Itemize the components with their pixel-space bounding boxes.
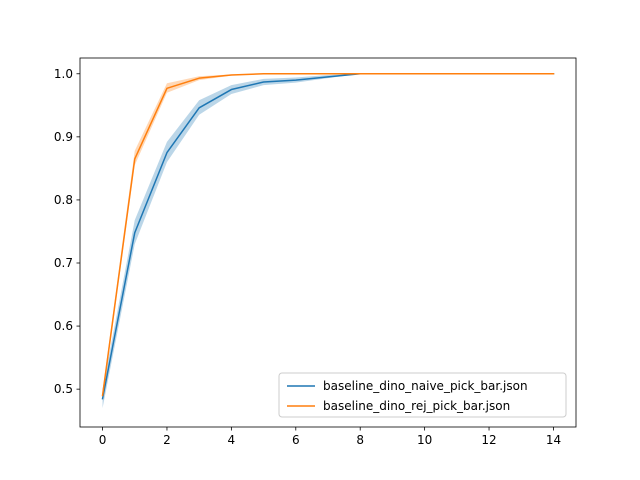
y-tick-label: 0.9 (54, 130, 73, 144)
x-tick-label: 12 (481, 433, 496, 447)
axes (79, 57, 577, 428)
x-tick-label: 14 (546, 433, 561, 447)
legend-label-0: baseline_dino_naive_pick_bar.json (323, 379, 528, 393)
y-tick-label: 0.5 (54, 382, 73, 396)
y-tick-label: 1.0 (54, 67, 73, 81)
ticks: 0 2 4 6 8 10 12 14 0.5 0.6 0.7 0.8 0.9 1.0 (54, 67, 561, 447)
legend-label-1: baseline_dino_rej_pick_bar.json (323, 399, 510, 413)
x-tick-label: 10 (417, 433, 432, 447)
x-tick-label: 6 (292, 433, 300, 447)
plot-frame (79, 57, 577, 428)
y-tick-label: 0.6 (54, 319, 73, 333)
y-tick-label: 0.7 (54, 256, 73, 270)
x-tick-label: 4 (228, 433, 236, 447)
x-tick-label: 2 (163, 433, 171, 447)
x-tick-label: 8 (356, 433, 364, 447)
series-line-1 (101, 73, 555, 397)
y-tick-label: 0.8 (54, 193, 73, 207)
x-tick-label: 0 (99, 433, 107, 447)
legend-box (278, 372, 567, 418)
legend: baseline_dino_naive_pick_bar.jsonbaselin… (278, 372, 567, 418)
series-lines (101, 73, 555, 400)
